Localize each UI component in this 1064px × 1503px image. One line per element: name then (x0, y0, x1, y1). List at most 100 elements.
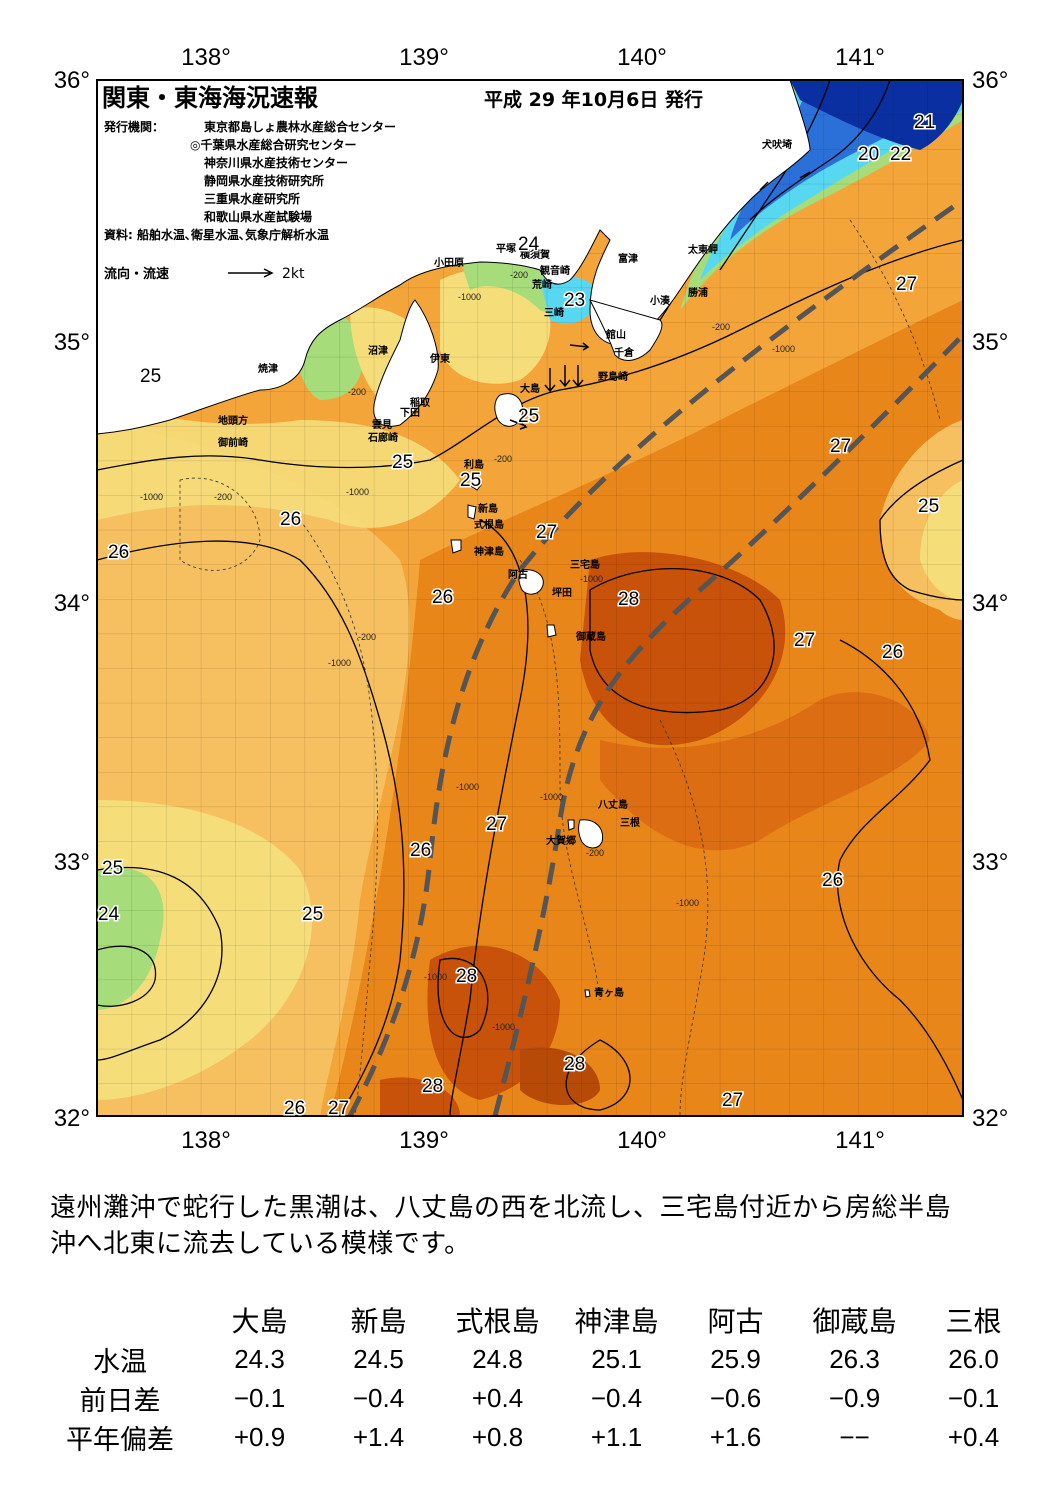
isotherm-label: 24 (98, 904, 120, 925)
label-tateyama: 館山 (605, 328, 626, 341)
column-header: 阿古 (707, 1305, 764, 1338)
isotherm-label: 25 (460, 470, 481, 491)
depth-label: -1000 (424, 972, 447, 982)
depth-label: -200 (348, 387, 366, 397)
depth-label: -1000 (346, 487, 369, 497)
summary-line-2: 沖へ北東に流去している模様です。 (50, 1229, 471, 1259)
isotherm-label: 26 (108, 542, 129, 563)
current-legend-arrow (228, 268, 274, 278)
label-misaki: 三崎 (544, 306, 564, 319)
isotherm-label: 25 (918, 496, 939, 517)
table-cell: −0.9 (828, 1383, 881, 1413)
table-cell: +1.4 (352, 1422, 405, 1452)
data-source: 資料: 船舶水温､衛星水温､気象庁解析水温 (104, 227, 329, 242)
label-aogashima: 青ヶ島 (594, 986, 624, 999)
label-tomiura: 富津 (618, 252, 638, 265)
sea-temperature-map: 138° 139° 140° 141° 138° 139° 140° 141° … (54, 44, 1009, 1154)
column-header: 新島 (350, 1305, 407, 1338)
column-header: 大島 (231, 1305, 288, 1338)
label-mikurajima: 御蔵島 (575, 630, 606, 643)
label-nojimazaki: 野島崎 (598, 370, 628, 383)
label-kominato: 小湊 (649, 294, 671, 307)
isotherm-label: 25 (518, 406, 539, 427)
isotherm-label: 20 (858, 144, 879, 165)
label-odawara: 小田原 (433, 256, 464, 269)
label-hiratsuka: 平塚 (496, 242, 516, 255)
lat-label-right-34: 34° (972, 590, 1008, 617)
lat-label-right-35: 35° (972, 329, 1008, 356)
table-cell: −0.4 (590, 1383, 643, 1413)
depth-label: -200 (510, 270, 528, 280)
lat-label-left-34: 34° (54, 590, 90, 617)
depth-label: -1000 (676, 898, 699, 908)
lat-label-right-32: 32° (972, 1105, 1008, 1132)
table-cell: 24.5 (353, 1344, 404, 1374)
label-yokosuka: 横須賀 (520, 248, 550, 261)
isotherm-label: 23 (564, 290, 585, 311)
row-label: 平年偏差 (66, 1425, 174, 1456)
label-okago: 大賀郷 (546, 834, 576, 847)
depth-label: -1000 (580, 574, 603, 584)
table-cell: +1.1 (590, 1422, 643, 1452)
isotherm-label: 24 (518, 234, 540, 255)
label-irozaki: 石廊崎 (367, 431, 398, 444)
lon-label-top-140: 140° (617, 44, 667, 71)
lon-label-top-141: 141° (835, 44, 885, 71)
label-kumomi: 雲見 (372, 419, 392, 431)
table-cell: 24.8 (472, 1344, 523, 1374)
isotherm-label: 26 (822, 870, 843, 891)
map-frame (96, 79, 964, 1117)
map-title: 関東・東海海況速報 (102, 84, 319, 112)
label-mitsune: 三根 (620, 816, 640, 829)
label-yaizu: 焼津 (258, 362, 278, 375)
label-niijima: 新島 (478, 502, 498, 515)
isotherm-label: 27 (328, 1098, 349, 1119)
label-inubozaki: 犬吠埼 (762, 138, 792, 151)
label-jitokata: 地頭方 (218, 414, 248, 427)
table-row: 水温 24.3 24.5 24.8 25.1 25.9 26.3 26.0 (40, 1340, 1033, 1379)
lat-label-left-35: 35° (54, 329, 90, 356)
isotherm-label: 25 (140, 366, 161, 387)
isotherm-label: 27 (830, 436, 851, 457)
issuer-3: 神奈川県水産技術センター (204, 155, 348, 170)
table-header-row: 大島 新島 式根島 神津島 阿古 御蔵島 三根 (40, 1300, 1033, 1340)
isotherm-label: 26 (432, 587, 453, 608)
isotherm-label: 26 (410, 840, 431, 861)
depth-label: -1000 (540, 792, 563, 802)
isotherm-label: 25 (102, 858, 123, 879)
depth-label: -1000 (492, 1022, 515, 1032)
isotherm-label: 27 (794, 630, 815, 651)
row-label: 水温 (93, 1347, 147, 1378)
table-row: 平年偏差 +0.9 +1.4 +0.8 +1.1 +1.6 −− +0.4 (40, 1418, 1033, 1457)
axis-labels: 138° 139° 140° 141° 138° 139° 140° 141° … (54, 44, 1009, 1154)
label-shikinejima: 式根島 (474, 518, 504, 531)
depth-label: -200 (358, 632, 376, 642)
lon-label-bottom-138: 138° (181, 1127, 231, 1154)
isotherm-label: 26 (284, 1098, 305, 1119)
isotherm-label: 27 (722, 1090, 743, 1111)
depth-label: -1000 (140, 492, 163, 502)
depth-label: -1000 (328, 658, 351, 668)
summary-line-1: 遠州灘沖で蛇行した黒潮は、八丈島の西を北流し、三宅島付近から房総半島 (50, 1193, 952, 1223)
kuroshio-axis (347, 197, 963, 1116)
label-omaezaki: 御前崎 (217, 436, 248, 449)
depth-labels: -200 -1000 -200 -1000 -200 -200 -1000 -1… (140, 270, 795, 1032)
label-chikura: 千倉 (614, 346, 635, 359)
label-shimoda: 下田 (400, 407, 420, 419)
label-kannonzaki: 観音崎 (540, 264, 570, 277)
lon-label-bottom-140: 140° (617, 1127, 667, 1154)
table-cell: +0.9 (233, 1422, 286, 1452)
label-tsubota: 坪田 (552, 586, 572, 599)
lat-label-left-33: 33° (54, 849, 90, 876)
table-cell: −0.4 (352, 1383, 405, 1413)
depth-label: -200 (494, 454, 512, 464)
issue-date: 平成 29 年10月6日 発行 (484, 88, 703, 111)
label-hachijojima: 八丈島 (597, 798, 628, 811)
depth-label: -200 (214, 492, 232, 502)
label-taito: 太東岬 (687, 243, 718, 256)
isotherm-label: 25 (302, 904, 323, 925)
column-header: 神津島 (574, 1305, 659, 1338)
table-cell: +1.6 (709, 1422, 762, 1452)
land (97, 80, 811, 998)
lon-label-bottom-139: 139° (399, 1127, 449, 1154)
